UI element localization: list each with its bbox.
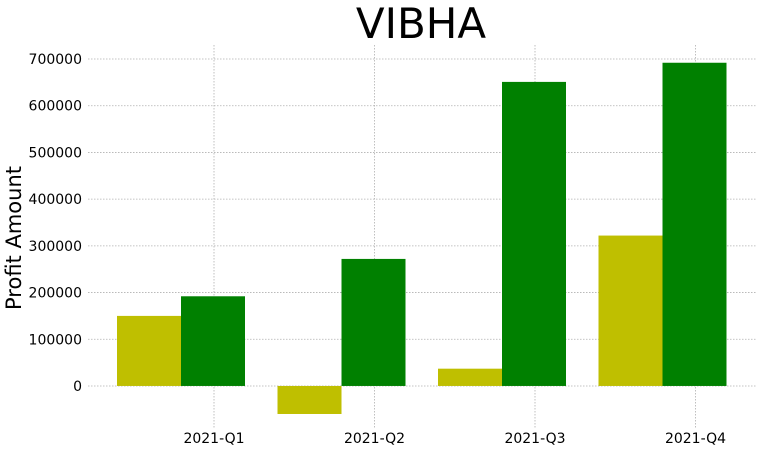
y-tick-label: 400000 — [29, 192, 82, 208]
y-tick-label: 300000 — [29, 239, 82, 255]
bar-2021-Q1-series-1 — [117, 315, 181, 386]
bar-2021-Q1-series-2 — [181, 296, 245, 386]
bar-2021-Q3-series-1 — [438, 368, 502, 386]
y-tick-label: 700000 — [29, 52, 82, 68]
grid-lines — [88, 45, 757, 428]
bars — [117, 62, 727, 414]
y-tick-label: 100000 — [29, 332, 82, 348]
bar-2021-Q4-series-1 — [598, 235, 663, 386]
y-tick-labels: 0 100000 200000 300000 400000 500000 600000 700… — [29, 52, 82, 395]
y-tick-label: 600000 — [29, 99, 82, 115]
chart-title: VIBHA — [356, 0, 487, 48]
bar-2021-Q2-series-1 — [277, 385, 342, 414]
x-tick-labels: 2021-Q1 2021-Q2 2021-Q3 2021-Q4 — [183, 431, 726, 447]
bar-2021-Q4-series-2 — [662, 62, 727, 386]
bar-2021-Q2-series-2 — [341, 258, 406, 386]
y-axis-label: Profit Amount — [2, 166, 26, 310]
y-tick-label: 200000 — [29, 286, 82, 302]
x-tick-label: 2021-Q2 — [344, 431, 405, 447]
x-tick-label: 2021-Q3 — [504, 431, 565, 447]
y-tick-label: 0 — [73, 379, 82, 395]
bar-2021-Q3-series-2 — [502, 81, 566, 386]
y-tick-label: 500000 — [29, 145, 82, 161]
x-tick-label: 2021-Q4 — [665, 431, 726, 447]
x-tick-label: 2021-Q1 — [183, 431, 244, 447]
